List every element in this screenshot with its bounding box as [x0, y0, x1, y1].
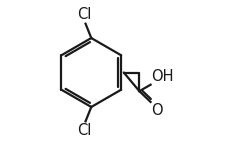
Text: O: O	[151, 103, 163, 118]
Text: Cl: Cl	[77, 7, 91, 21]
Text: Cl: Cl	[77, 124, 91, 138]
Text: OH: OH	[151, 69, 174, 84]
